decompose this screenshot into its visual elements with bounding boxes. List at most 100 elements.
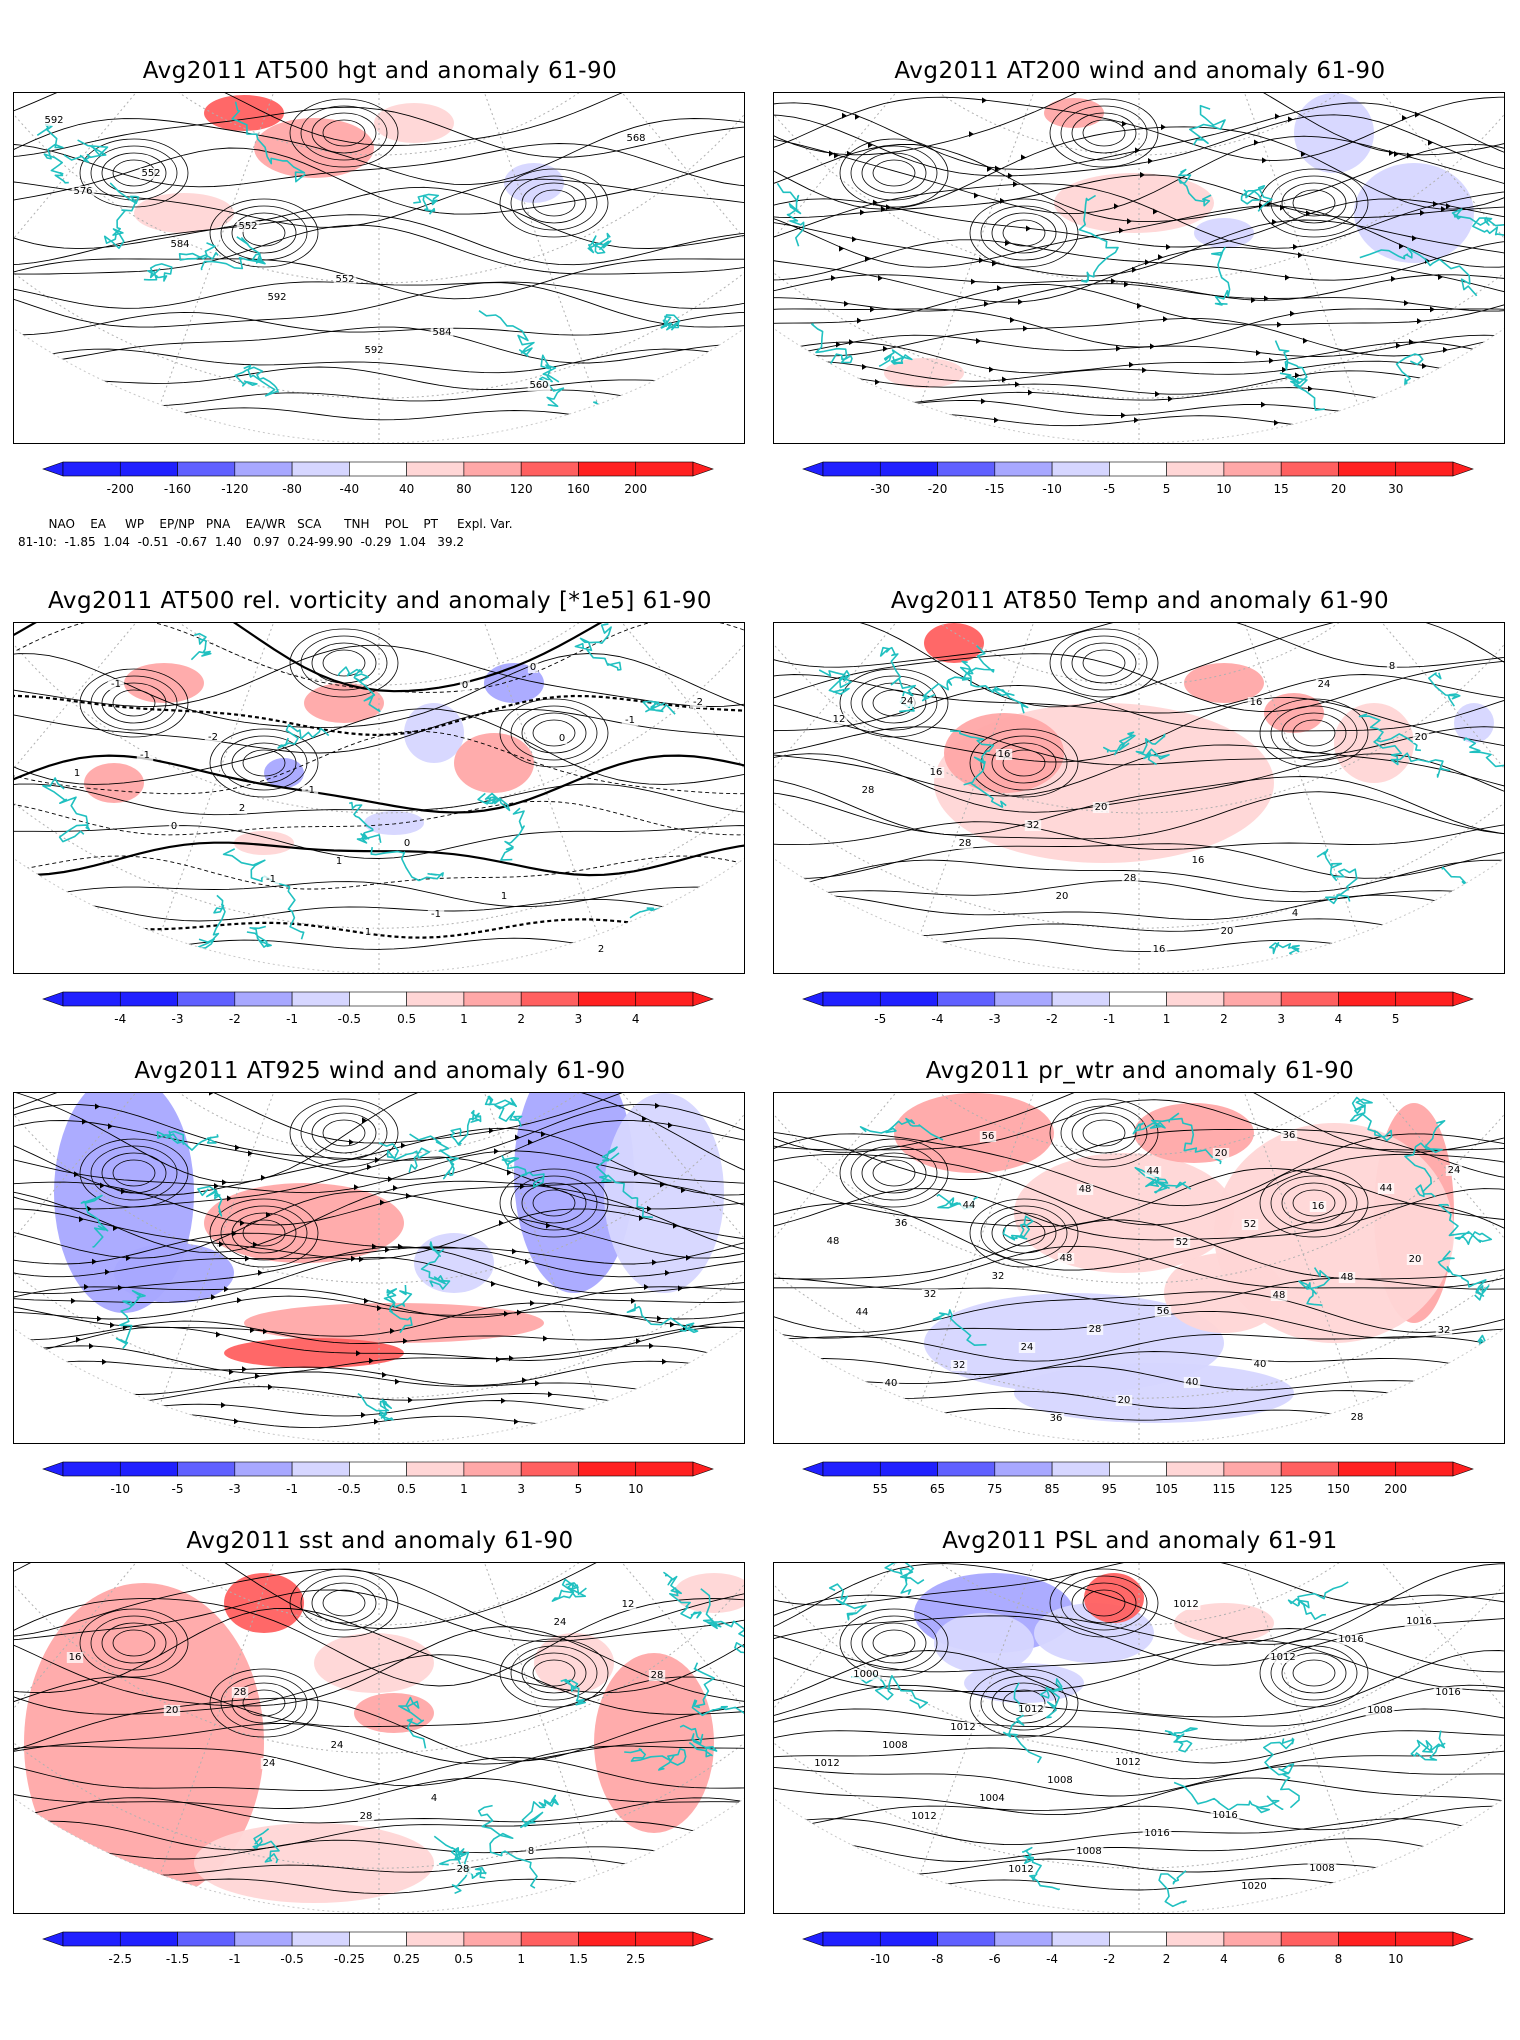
contour-label: 24	[551, 1617, 569, 1628]
coastline	[348, 801, 382, 844]
wind-arrowhead	[1404, 299, 1409, 306]
colorbar-segment	[822, 991, 881, 1007]
anomaly-shading	[604, 1093, 724, 1293]
coastline	[1437, 1250, 1490, 1301]
contour-label: 1	[333, 856, 345, 867]
svg-text:28: 28	[959, 838, 972, 849]
colorbar-segment	[1395, 1461, 1454, 1477]
contour-label: -1	[262, 874, 280, 885]
colorbar-segment	[937, 1931, 996, 1947]
streamline	[774, 334, 1504, 357]
colorbar-arrow-right	[1452, 1931, 1474, 1947]
contour-label: 1012	[1006, 1864, 1036, 1875]
closed-contour	[322, 649, 366, 677]
coastline	[42, 777, 90, 843]
colorbar-segment	[1109, 461, 1167, 477]
colorbar-segment	[62, 991, 121, 1007]
svg-text:36: 36	[1050, 1413, 1063, 1424]
colorbar-segment	[291, 1931, 350, 1947]
colorbar-segment	[1223, 461, 1282, 477]
contour-label: -2	[689, 697, 707, 708]
contour-line	[774, 1128, 1504, 1180]
closed-contour	[1259, 1638, 1369, 1708]
svg-text:28: 28	[1089, 1324, 1102, 1335]
anomaly-shading	[894, 1093, 1054, 1173]
anomaly-shading	[1174, 1603, 1274, 1643]
wind-arrowhead	[380, 1199, 385, 1206]
colorbar-segment	[1051, 991, 1110, 1007]
colorbar-arrow-right	[1452, 991, 1474, 1007]
colorbar-arrow-left	[802, 1931, 824, 1947]
closed-contour	[510, 175, 598, 231]
streamline	[774, 219, 1504, 277]
closed-contour	[1060, 1105, 1148, 1161]
wind-arrowhead	[263, 1328, 268, 1335]
coastline	[624, 1748, 687, 1771]
contour-label: 28	[454, 1864, 472, 1875]
closed-contour	[322, 1589, 366, 1617]
wind-arrowhead	[844, 300, 849, 307]
contour-label: 36	[1047, 1413, 1065, 1424]
contour-label: 8	[1386, 661, 1398, 672]
svg-text:0: 0	[559, 733, 565, 744]
colorbar-arrow-left	[42, 1461, 64, 1477]
colorbar-tick-label: 10	[1388, 1952, 1404, 1966]
streamline	[774, 274, 1504, 301]
colorbar-segment	[1395, 991, 1454, 1007]
panel-psl: Avg2011 PSL and anomaly 61-91 1012 1012 101…	[760, 1520, 1520, 2040]
streamline	[14, 1127, 744, 1196]
closed-contour	[101, 682, 167, 724]
coastline	[587, 232, 612, 255]
contour-line	[774, 1765, 1504, 1797]
wind-arrowhead	[224, 1286, 229, 1293]
colorbar-tick-label: 4	[1334, 1012, 1343, 1026]
svg-text:24: 24	[554, 1617, 567, 1628]
wind-arrowhead	[976, 338, 981, 345]
colorbar-tick-label: -0.5	[280, 1952, 304, 1966]
coastline	[1342, 1879, 1401, 1905]
closed-contour	[1060, 105, 1148, 161]
closed-contour	[1270, 705, 1358, 761]
coastline	[156, 1130, 219, 1151]
colorbar-tick-label: -1	[286, 1012, 299, 1026]
contour-line	[774, 1563, 1504, 1606]
contour-label: 52	[1241, 1219, 1259, 1230]
svg-text:40: 40	[1254, 1359, 1267, 1370]
wind-arrowhead	[1137, 302, 1142, 309]
coastline	[450, 1109, 482, 1146]
closed-contour	[209, 728, 319, 798]
wind-arrowhead	[377, 1305, 382, 1312]
colorbar-segment	[879, 1931, 938, 1947]
wind-arrowhead	[1256, 349, 1261, 356]
contour-line	[14, 143, 744, 188]
longitude-gridline	[1138, 623, 1359, 935]
svg-text:-2: -2	[208, 732, 218, 743]
colorbar-arrow-right	[692, 991, 714, 1007]
contour-label: 48	[1270, 1290, 1288, 1301]
svg-text:44: 44	[1147, 1166, 1160, 1177]
contour-label: 20	[1053, 891, 1071, 902]
closed-contour	[861, 682, 927, 724]
streamline	[774, 174, 1504, 219]
streamline	[774, 114, 1504, 177]
coastline	[1132, 1119, 1171, 1135]
colorbar-segment	[406, 461, 465, 477]
svg-text:2: 2	[598, 944, 604, 955]
colorbar-segment	[1166, 1461, 1225, 1477]
coastline	[337, 666, 381, 713]
contour-line	[774, 1093, 1504, 1153]
wind-arrowhead	[1443, 346, 1448, 353]
wind-arrowhead	[1005, 240, 1010, 247]
anomaly-shading	[194, 1823, 434, 1903]
closed-contour	[1002, 219, 1046, 247]
svg-text:1012: 1012	[814, 1758, 839, 1769]
colorbar-tick-label: -10	[1042, 482, 1062, 496]
anomaly-shading	[264, 758, 304, 788]
colorbar-segment	[291, 461, 350, 477]
streamline	[774, 370, 1504, 395]
wind-arrowhead	[1008, 172, 1013, 179]
contour-label: 28	[1348, 1412, 1366, 1423]
contour-line	[774, 1615, 1504, 1666]
contour-label: 1012	[948, 1722, 978, 1733]
closed-contour	[1082, 119, 1126, 147]
